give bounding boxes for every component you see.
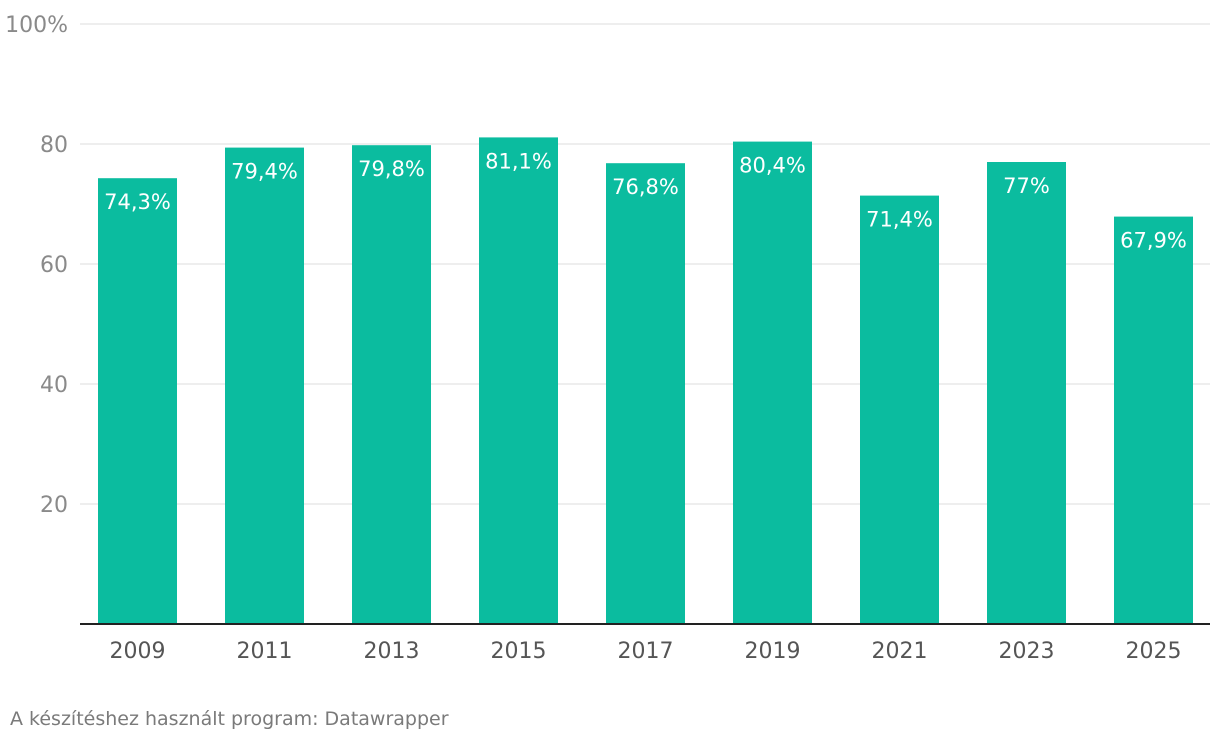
bar-2017 [606,163,685,624]
bar-value-label: 77% [1003,174,1050,198]
bar-value-label: 71,4% [866,208,933,232]
y-tick-label: 80 [40,133,68,158]
bar-2019 [733,141,812,624]
y-tick-label: 20 [40,493,68,518]
x-tick-label: 2009 [110,639,166,664]
bar-value-label: 79,8% [358,157,425,181]
bar-2021 [860,195,939,624]
y-tick-label: 100% [5,13,68,38]
bar-2009 [98,178,177,624]
bar-2023 [987,162,1066,624]
bars [98,137,1193,624]
x-tick-label: 2021 [872,639,928,664]
x-tick-label: 2023 [999,639,1055,664]
x-axis-ticks: 2009 2011 2013 2015 2017 2019 2021 2023 2025 [110,639,1182,664]
source-credit: A készítéshez használt program: Datawrap… [10,708,449,730]
x-tick-label: 2019 [745,639,801,664]
bar-value-label: 81,1% [485,149,552,173]
bar-value-label: 79,4% [231,160,298,184]
x-tick-label: 2013 [364,639,420,664]
bar-value-label: 76,8% [612,175,679,199]
bar-2013 [352,145,431,624]
y-tick-label: 60 [40,253,68,278]
x-tick-label: 2015 [491,639,547,664]
y-axis-ticks: 20 40 60 80 100% [5,13,68,518]
bar-2015 [479,137,558,624]
bar-2025 [1114,216,1193,624]
x-tick-label: 2011 [237,639,293,664]
bar-value-label: 74,3% [104,190,171,214]
bar-value-labels: 74,3% 79,4% 79,8% 81,1% 76,8% 80,4% 71,4% 77% 67… [104,149,1187,252]
bar-value-label: 67,9% [1120,229,1187,253]
x-tick-label: 2025 [1126,639,1182,664]
y-tick-label: 40 [40,373,68,398]
x-tick-label: 2017 [618,639,674,664]
bar-value-label: 80,4% [739,154,806,178]
bar-2011 [225,147,304,624]
